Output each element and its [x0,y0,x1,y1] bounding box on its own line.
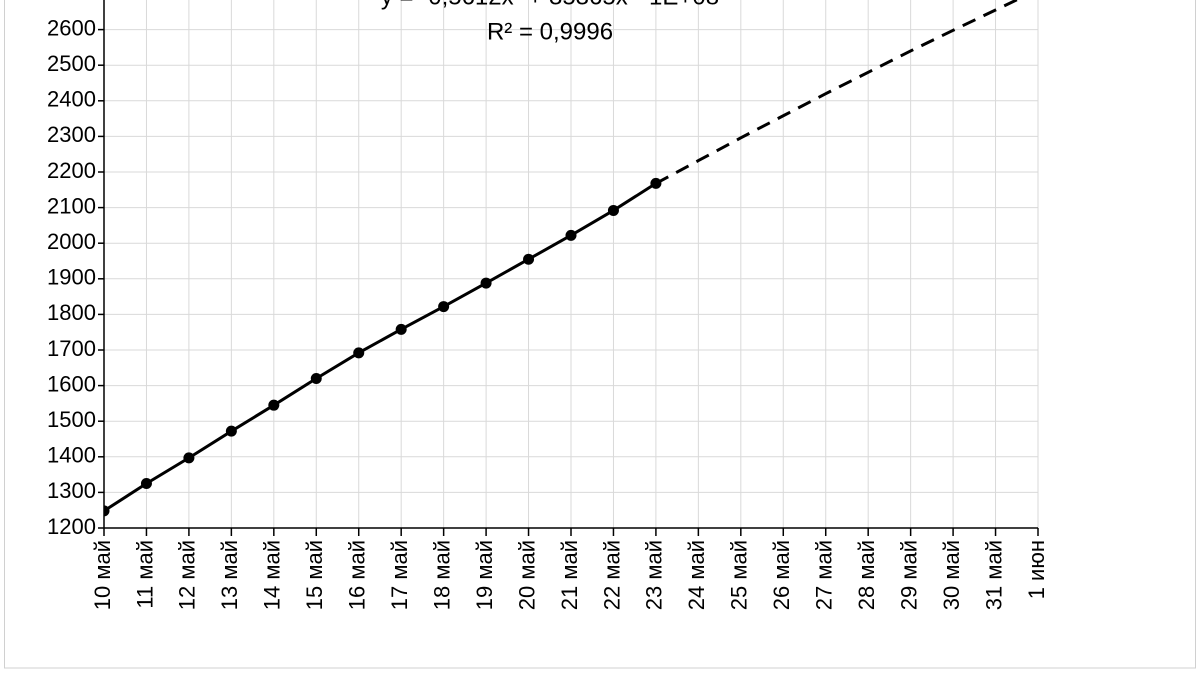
y-tick-label: 1300 [47,478,96,503]
x-tick-label: 25 май [727,540,752,610]
x-tick-label: 30 май [939,540,964,610]
trendline-label: R² = 0,9996 [487,18,613,45]
x-tick-label: 26 май [769,540,794,610]
y-tick-label: 1200 [47,514,96,539]
y-tick-label: 1700 [47,336,96,361]
axes: 1200 1300 1400 1500 1600 1700 1800 1900 2000 2100… [47,0,1049,610]
data-point [104,505,110,517]
y-tick-label: 1600 [47,371,96,396]
data-point [310,372,322,384]
x-tick-label: 23 май [642,540,667,610]
x-tick-label: 29 май [896,540,921,610]
trendline-label: y = -0,5612x² + 35365x - 1E+08 [381,0,719,10]
data-point [225,425,237,437]
x-tick-label: 17 май [387,540,412,610]
x-tick-label: 11 май [132,540,157,609]
x-tick-label: 20 май [514,540,539,610]
y-tick-label: 2500 [47,51,96,76]
data-point [395,323,407,335]
data-point [268,399,280,411]
y-tick-label: 2700 [47,0,96,5]
x-tick-label: 22 май [599,540,624,610]
x-tick-label: 12 май [175,540,200,610]
chart-frame [4,0,1196,669]
y-tick-label: 2100 [47,193,96,218]
data-point [183,452,195,464]
x-tick-label: 24 май [684,540,709,610]
y-tick-label: 1900 [47,265,96,290]
y-tick-label: 2400 [47,87,96,112]
x-tick-label: 18 май [429,540,454,610]
data-point [438,301,450,313]
data-point [607,204,619,216]
data-point [353,347,365,359]
x-tick-label: 10 май [90,540,115,610]
y-tick-label: 1500 [47,407,96,432]
y-tick-label: 2000 [47,229,96,254]
x-tick-label: 28 май [854,540,879,610]
data-line [104,182,657,513]
y-tick-label: 2600 [47,15,96,40]
data-point [140,478,152,489]
data-point [480,277,492,289]
x-tick-label: 21 май [557,540,582,610]
x-tick-label: 16 май [345,540,370,610]
y-tick-label: 1800 [47,300,96,325]
y-tick-label: 1400 [47,443,96,468]
x-tick-label: 14 май [260,540,285,610]
x-tick-label: 19 май [472,540,497,610]
trend-line [655,0,1020,185]
x-tick-label: 15 май [302,540,327,610]
plot-area [104,0,1020,517]
y-tick-label: 2200 [47,158,96,183]
grid [103,0,1039,529]
x-tick-label: 27 май [812,540,837,610]
x-tick-label: 13 май [217,540,242,610]
x-tick-label: 1 июн [1024,540,1049,599]
x-tick-label: 31 май [981,540,1006,610]
data-point [523,253,535,265]
y-tick-label: 2300 [47,122,96,147]
data-point [565,229,577,241]
